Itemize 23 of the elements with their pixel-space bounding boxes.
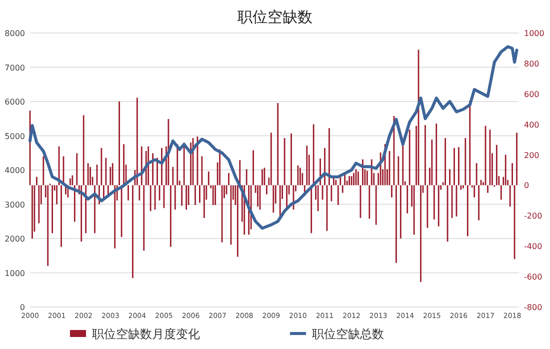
y2-tick-label: 800 xyxy=(524,59,540,68)
line-series xyxy=(28,45,518,230)
y2-tick-label: -400 xyxy=(524,242,542,252)
y2-tick-label: 0 xyxy=(524,181,530,190)
y-tick-label: 4000 xyxy=(4,166,25,175)
y2-tick-label: -800 xyxy=(524,303,542,312)
legend-label: 职位空缺总数 xyxy=(312,327,384,341)
y-tick-label: 2000 xyxy=(4,234,25,244)
y-tick-label: 7000 xyxy=(4,63,25,72)
y2-tick-label: 1000 xyxy=(524,29,544,38)
y-tick-label: 0 xyxy=(20,303,25,312)
legend-label: 职位空缺数月度变化 xyxy=(92,327,200,341)
y2-tick-label: -200 xyxy=(524,212,542,221)
y-tick-label: 1000 xyxy=(4,268,25,278)
y2-tick-label: 200 xyxy=(524,150,540,160)
chart-title: 职位空缺数 xyxy=(238,8,312,26)
y2-tick-label: 400 xyxy=(524,120,540,130)
y-tick-label: 6000 xyxy=(4,98,25,106)
y2-tick-label: 600 xyxy=(524,90,540,99)
y-tick-label: 8000 xyxy=(4,29,25,38)
y-tick-label: 5000 xyxy=(4,132,25,141)
y-tick-label: 3000 xyxy=(4,200,25,210)
y2-tick-label: -600 xyxy=(524,272,542,282)
